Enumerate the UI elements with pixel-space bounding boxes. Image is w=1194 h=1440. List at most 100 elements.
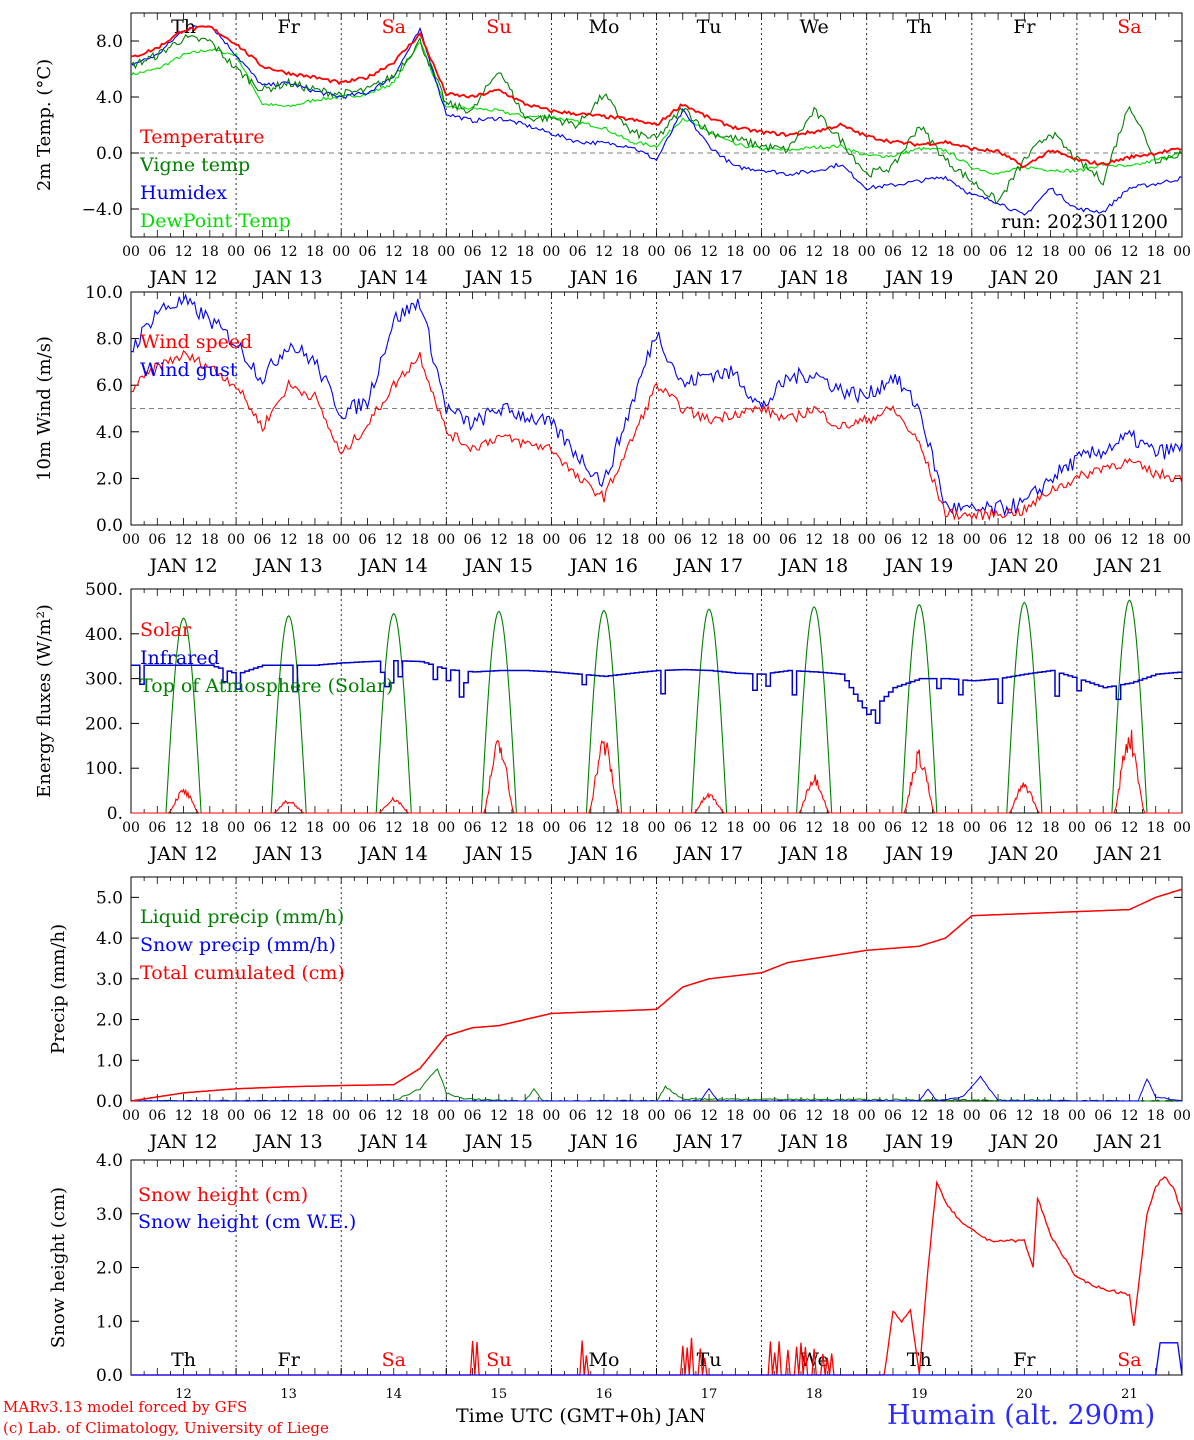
hour-label: 12 [805,244,823,260]
hour-label: 18 [726,820,744,836]
hour-label: 06 [464,820,482,836]
hour-label: 12 [805,820,823,836]
date-label: JAN 17 [673,267,743,289]
y-tick-label: 10.0 [85,283,123,303]
series-line-vigne-temp [130,33,1183,205]
date-label: JAN 20 [988,843,1058,865]
y-tick-label: 8.0 [96,330,123,350]
hour-label: 06 [779,820,797,836]
hour-label: 00 [753,1108,771,1124]
hour-label: 00 [122,1108,140,1124]
y-tick-label: 100. [85,759,123,779]
day-number-label: 17 [701,1387,718,1402]
y-tick-label: 2.0 [96,1259,123,1279]
date-label: JAN 13 [253,843,323,865]
y-tick-label: 2.0 [96,469,123,489]
hour-label: 18 [1147,532,1165,548]
date-label: JAN 19 [883,1131,953,1153]
hour-label: 18 [1042,532,1060,548]
series-line-infrared [131,659,1183,724]
series-line-dewpoint-temp [130,41,1183,175]
hour-label: 00 [227,532,245,548]
hour-label: 06 [569,532,587,548]
date-label: JAN 13 [253,555,323,577]
hour-label: 18 [201,244,219,260]
series-line-snow-we [131,1342,1183,1376]
hour-label: 06 [884,244,902,260]
hour-label: 00 [122,532,140,548]
y-tick-label: 0.0 [96,1366,123,1386]
series-line-wind-speed [131,349,1183,522]
date-label: JAN 12 [147,267,217,289]
y-tick-label: 6.0 [96,376,123,396]
weekday-label: Mo [588,1349,619,1371]
hour-label: 12 [175,1108,193,1124]
hour-label: 00 [1173,1108,1191,1124]
hour-label: 12 [595,532,613,548]
hour-label: 00 [648,820,666,836]
hour-label: 18 [201,1108,219,1124]
day-number-label: 12 [175,1387,192,1402]
weekday-label: Sa [382,1349,406,1371]
date-label: JAN 17 [673,555,743,577]
hour-label: 12 [385,244,403,260]
hour-label: 18 [411,1108,429,1124]
date-label: JAN 12 [147,555,217,577]
hour-label: 06 [148,532,166,548]
legend-entry: Temperature [140,126,264,148]
hour-label: 06 [884,820,902,836]
date-label: JAN 16 [568,843,638,865]
weekday-label: Th [907,1349,932,1371]
y-tick-label: 1.0 [96,1051,123,1071]
y-tick-label: 0.0 [96,144,123,164]
hour-label: 00 [122,820,140,836]
weekday-label: Th [171,1349,196,1371]
hour-label: 12 [280,244,298,260]
hour-label: 00 [963,532,981,548]
hour-label: 12 [490,532,508,548]
hour-label: 06 [253,532,271,548]
hour-label: 18 [832,820,850,836]
hour-label: 06 [989,820,1007,836]
hour-label: 00 [1068,1108,1086,1124]
weekday-label: Su [486,16,511,38]
hour-label: 06 [464,532,482,548]
weekday-label: Fr [278,1349,301,1371]
series-line-wind-gust [130,293,1183,517]
date-label: JAN 18 [778,555,848,577]
hour-label: 00 [963,820,981,836]
hour-label: 12 [280,1108,298,1124]
hour-label: 00 [227,244,245,260]
hour-label: 12 [175,820,193,836]
legend-entry: Solar [140,619,192,641]
hour-label: 12 [595,820,613,836]
legend-entry: Total cumulated (cm) [140,962,345,984]
hour-label: 12 [175,532,193,548]
day-number-label: 15 [491,1387,508,1402]
date-label: JAN 20 [988,555,1058,577]
series-line-snow-precip [130,1075,1183,1102]
hour-label: 18 [621,820,639,836]
date-label: JAN 16 [568,1131,638,1153]
hour-label: 00 [858,820,876,836]
date-label: JAN 14 [358,1131,428,1153]
hour-label: 18 [621,1108,639,1124]
hour-label: 00 [753,532,771,548]
hour-label: 00 [437,244,455,260]
y-tick-label: 4.0 [96,423,123,443]
hour-label: 12 [595,1108,613,1124]
hour-label: 00 [227,820,245,836]
hour-label: 00 [1068,532,1086,548]
hour-label: 12 [1015,820,1033,836]
hour-label: 18 [621,532,639,548]
hour-label: 12 [175,244,193,260]
hour-label: 18 [516,1108,534,1124]
legend-entry: Snow height (cm W.E.) [138,1211,356,1233]
hour-label: 06 [1094,532,1112,548]
hour-label: 18 [726,244,744,260]
hour-label: 06 [569,1108,587,1124]
legend-entry: Snow height (cm) [138,1184,308,1206]
hour-label: 12 [910,1108,928,1124]
hour-label: 12 [700,244,718,260]
